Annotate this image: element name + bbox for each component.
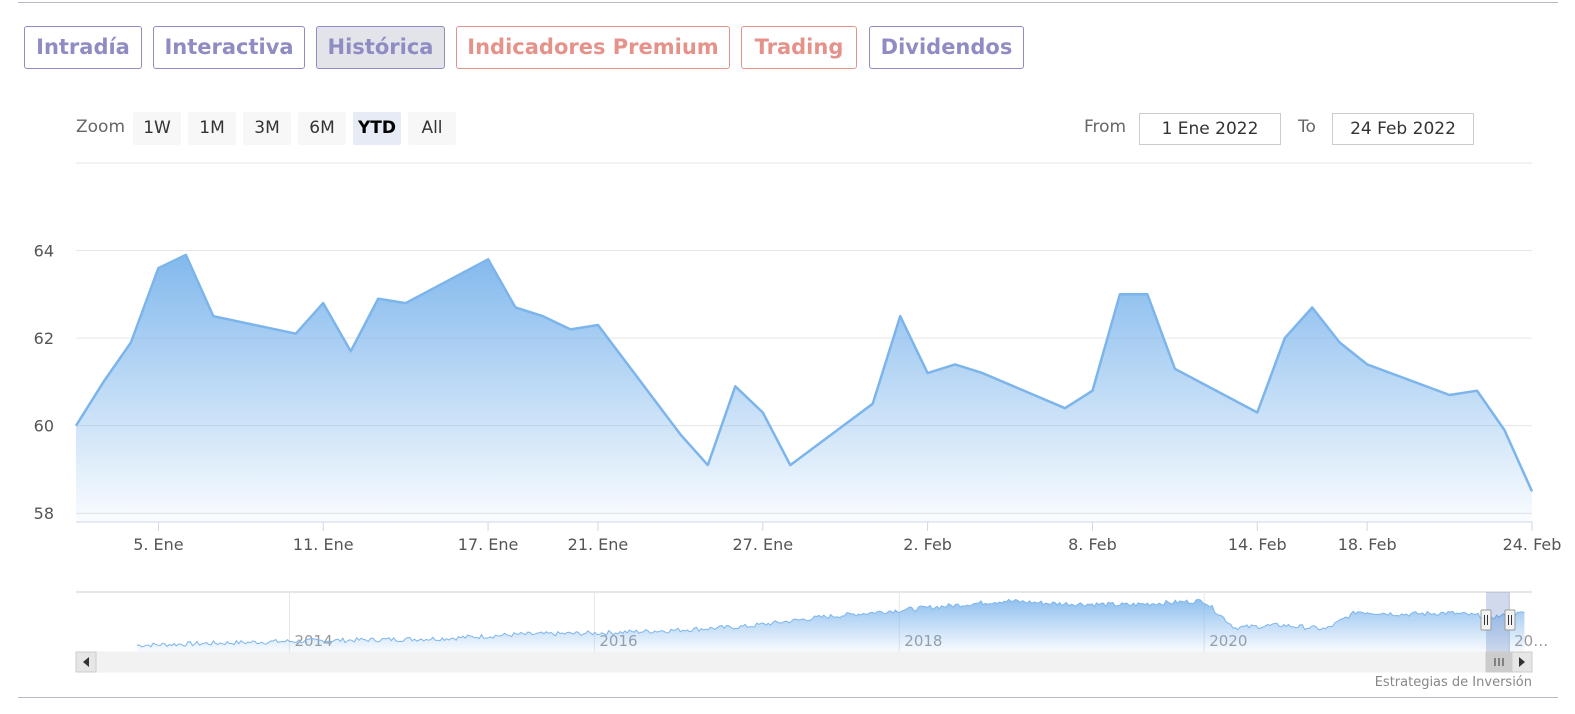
scrollbar[interactable] [75,651,1533,673]
navigator-handle[interactable] [1480,609,1492,631]
to-label: To [1298,117,1316,137]
zoom-label: Zoom [76,117,126,137]
zoom-ytd-button[interactable]: YTD [353,112,401,145]
y-tick-label: 58 [34,504,54,523]
y-tick-label: 60 [34,417,54,436]
navigator-line [136,598,1525,648]
tab-historica[interactable]: Histórica [316,26,445,69]
to-date-input[interactable]: 24 Feb 2022 [1332,113,1474,145]
scrollbar-thumb[interactable] [1485,651,1513,673]
tab-interactiva[interactable]: Interactiva [153,26,305,69]
scrollbar-right-button[interactable] [1511,651,1533,673]
x-tick-label: 8. Feb [1068,535,1117,554]
scrollbar-left-button[interactable] [75,651,97,673]
tab-indicadores-premium[interactable]: Indicadores Premium [456,26,730,69]
navigator-area [137,599,1525,652]
x-tick-label: 27. Ene [732,535,793,554]
tab-trading[interactable]: Trading [741,26,857,69]
x-tick-label: 21. Ene [568,535,629,554]
scrollbar-track [75,651,1533,673]
x-tick-label: 18. Feb [1338,535,1397,554]
series-area [76,254,1532,522]
x-tick-label: 24. Feb [1503,535,1562,554]
x-tick-label: 5. Ene [133,535,183,554]
main-series [74,253,1534,522]
y-tick-label: 64 [34,242,54,261]
zoom-1m-button[interactable]: 1M [188,112,236,145]
x-axis: 5. Ene 11. Ene 17. Ene 21. Ene 27. Ene 2. Feb… [76,521,1562,554]
tab-dividendos[interactable]: Dividendos [869,26,1024,69]
y-tick-label: 62 [34,329,54,348]
x-tick-label: 2. Feb [903,535,952,554]
zoom-1w-button[interactable]: 1W [133,112,181,145]
x-tick-label: 17. Ene [458,535,519,554]
zoom-6m-button[interactable]: 6M [298,112,346,145]
from-date-input[interactable]: 1 Ene 2022 [1139,113,1281,145]
series-line [74,253,1534,492]
tab-intradia[interactable]: Intradía [24,26,142,69]
from-label: From [1084,117,1127,137]
credit-text: Estrategias de Inversión [1374,675,1532,690]
x-tick-label: 11. Ene [293,535,354,554]
bottom-divider [18,697,1558,698]
navigator[interactable]: 201420162018202020… [76,591,1548,652]
zoom-3m-button[interactable]: 3M [243,112,291,145]
zoom-all-button[interactable]: All [408,112,456,145]
top-divider [18,2,1558,3]
navigator-handle[interactable] [1504,609,1516,631]
x-tick-label: 14. Feb [1228,535,1287,554]
y-axis: 58 60 62 64 [34,242,54,524]
